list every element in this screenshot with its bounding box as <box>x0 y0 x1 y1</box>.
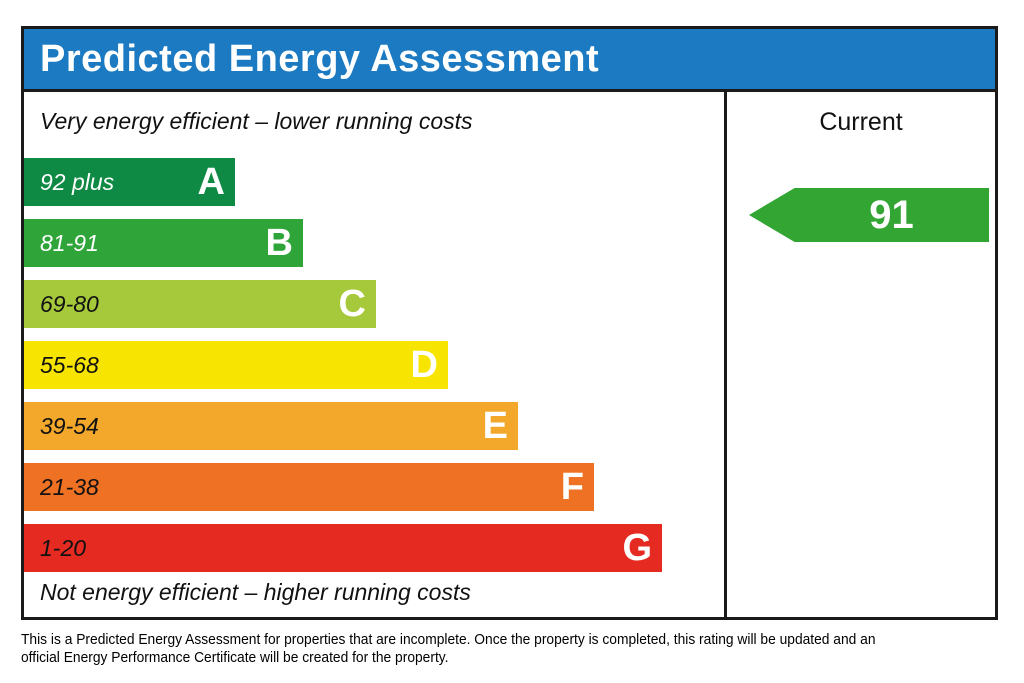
band-b: 81-91 B <box>24 219 303 267</box>
band-letter: B <box>265 222 293 264</box>
band-letter: A <box>197 161 225 203</box>
band-letter: E <box>482 405 508 447</box>
band-f: 21-38 F <box>24 463 594 511</box>
band-g: 1-20 G <box>24 524 662 572</box>
band-c: 69-80 C <box>24 280 376 328</box>
top-note: Very energy efficient – lower running co… <box>40 108 473 134</box>
band-letter: C <box>338 283 366 325</box>
rating-bands-column: Very energy efficient – lower running co… <box>24 92 727 620</box>
chart-header: Predicted Energy Assessment <box>24 29 995 92</box>
current-rating-value: 91 <box>869 193 914 237</box>
page-title: Predicted Energy Assessment <box>40 37 600 80</box>
band-letter: G <box>622 527 652 569</box>
band-range: 55-68 <box>40 351 99 378</box>
band-range: 92 plus <box>40 168 115 195</box>
band-e: 39-54 E <box>24 402 518 450</box>
footer-disclaimer: This is a Predicted Energy Assessment fo… <box>21 631 904 667</box>
band-range: 39-54 <box>40 412 99 439</box>
current-rating-arrow: 91 <box>749 188 989 242</box>
chart-body: Very energy efficient – lower running co… <box>24 92 995 620</box>
band-range: 1-20 <box>40 534 87 561</box>
current-column-header: Current <box>819 108 903 136</box>
band-range: 21-38 <box>40 473 99 500</box>
band-range: 81-91 <box>40 229 99 256</box>
rating-bands: 92 plus A 81-91 B 69-80 C 55-68 D <box>24 158 724 585</box>
band-d: 55-68 D <box>24 341 448 389</box>
band-a: 92 plus A <box>24 158 235 206</box>
current-rating-column: Current 91 <box>727 92 995 620</box>
band-letter: F <box>560 466 584 508</box>
band-range: 69-80 <box>40 290 99 317</box>
bottom-note: Not energy efficient – higher running co… <box>40 579 471 605</box>
footer-line-1: This is a Predicted Energy Assessment fo… <box>21 631 876 648</box>
band-letter: D <box>410 344 438 386</box>
epc-chart-box: Predicted Energy Assessment Very energy … <box>21 26 998 620</box>
footer-line-2: official Energy Performance Certificate … <box>21 649 449 666</box>
